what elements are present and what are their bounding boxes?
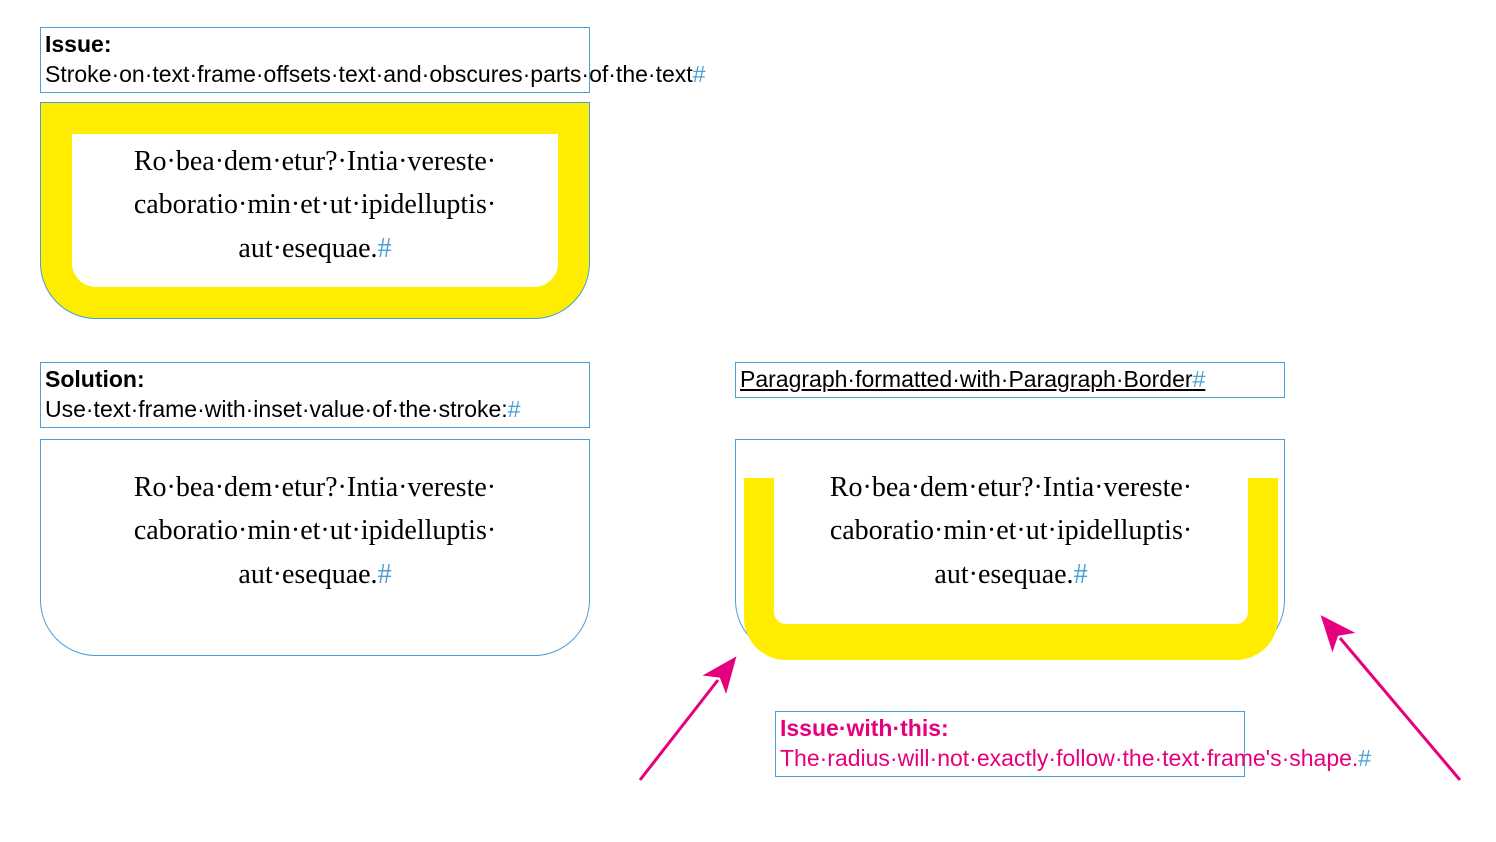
body-line-1: Ro·bea·dem·etur?·Intia·vereste· xyxy=(134,146,496,177)
body-text-a: Ro·bea·dem·etur?·Intia·vereste· caborati… xyxy=(86,140,544,270)
body-line-2: caboratio·min·et·ut·ipidelluptis· xyxy=(134,189,496,220)
body-text-c: Ro·bea·dem·etur?·Intia·vereste· caborati… xyxy=(784,466,1238,596)
solution-label-frame: Solution: Use·text·frame·with·inset·valu… xyxy=(40,362,590,428)
body-line-2: caboratio·min·et·ut·ipidelluptis· xyxy=(830,515,1192,546)
frame-issue: Ro·bea·dem·etur?·Intia·vereste· caborati… xyxy=(40,102,590,319)
body-line-3: aut·esequae. xyxy=(238,233,377,264)
body-line-1: Ro·bea·dem·etur?·Intia·vereste· xyxy=(134,472,496,503)
pilcrow-icon: # xyxy=(1074,559,1088,590)
issue-with-this-label-bold: Issue·with·this: xyxy=(780,715,949,741)
pilcrow-icon: # xyxy=(508,396,521,422)
body-line-3: aut·esequae. xyxy=(934,559,1073,590)
body-text-b: Ro·bea·dem·etur?·Intia·vereste· caborati… xyxy=(75,466,555,596)
pilcrow-icon: # xyxy=(693,61,706,87)
body-line-1: Ro·bea·dem·etur?·Intia·vereste· xyxy=(830,472,1192,503)
pilcrow-icon: # xyxy=(1358,745,1371,771)
paragraph-border-label-text: Paragraph·formatted·with·Paragraph·Borde… xyxy=(740,366,1193,392)
solution-label-text: Use·text·frame·with·inset·value·of·the·s… xyxy=(45,396,508,422)
frame-paragraph-border: Ro·bea·dem·etur?·Intia·vereste· caborati… xyxy=(735,439,1285,656)
frame-issue-inner: Ro·bea·dem·etur?·Intia·vereste· caborati… xyxy=(72,134,558,287)
arrow-left xyxy=(640,680,718,780)
pilcrow-icon: # xyxy=(1193,366,1206,392)
pilcrow-icon: # xyxy=(378,559,392,590)
frame-c-inner: Ro·bea·dem·etur?·Intia·vereste· caborati… xyxy=(774,450,1248,624)
issue-with-this-label-frame: Issue·with·this: The·radius·will·not·exa… xyxy=(775,711,1245,777)
paragraph-border-label-frame: Paragraph·formatted·with·Paragraph·Borde… xyxy=(735,362,1285,398)
issue-with-this-label-text: The·radius·will·not·exactly·follow·the·t… xyxy=(780,745,1358,771)
body-line-2: caboratio·min·et·ut·ipidelluptis· xyxy=(134,515,496,546)
body-line-3: aut·esequae. xyxy=(238,559,377,590)
issue-label-frame: Issue: Stroke·on·text·frame·offsets·text… xyxy=(40,27,590,93)
issue-label-bold: Issue: xyxy=(45,31,111,57)
pilcrow-icon: # xyxy=(378,233,392,264)
frame-solution: Ro·bea·dem·etur?·Intia·vereste· caborati… xyxy=(40,439,590,656)
solution-label-bold: Solution: xyxy=(45,366,145,392)
issue-label-text: Stroke·on·text·frame·offsets·text·and·ob… xyxy=(45,61,693,87)
